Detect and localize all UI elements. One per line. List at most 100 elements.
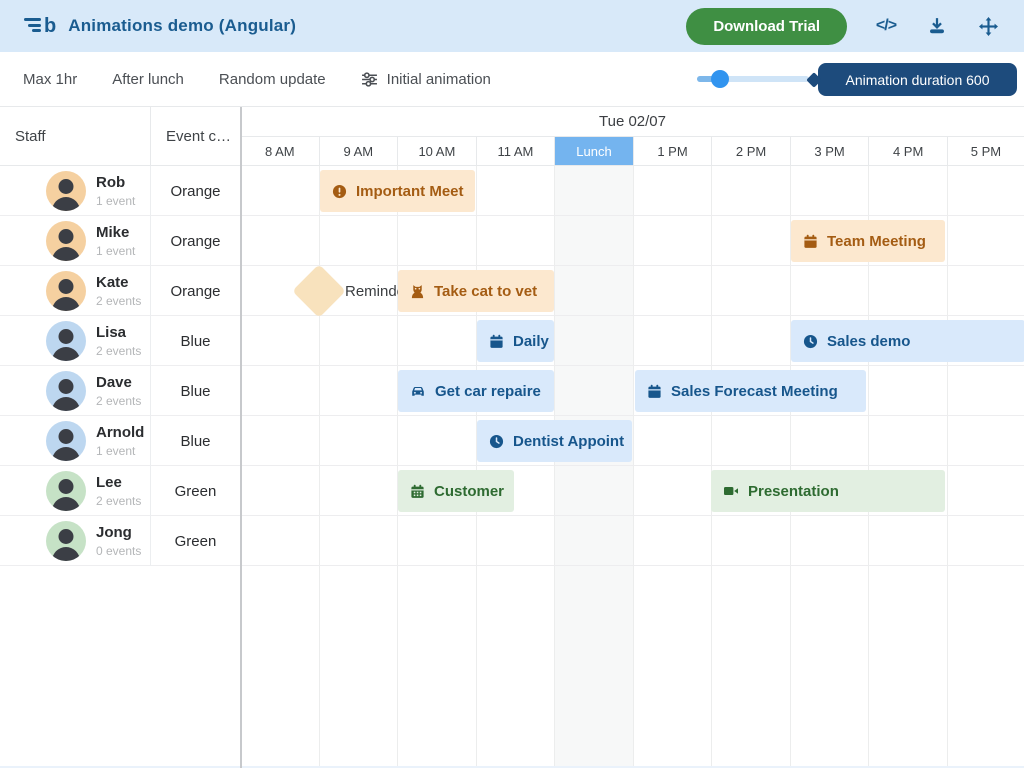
code-icon[interactable]: </> bbox=[875, 17, 897, 34]
time-axis: 8 AM 9 AM 10 AM 11 AM Lunch 1 PM 2 PM 3 … bbox=[241, 137, 1024, 166]
slider-track[interactable] bbox=[697, 76, 809, 82]
time-tick: 8 AM bbox=[241, 137, 320, 165]
after-lunch-button[interactable]: After lunch bbox=[99, 61, 197, 98]
time-tick: 11 AM bbox=[477, 137, 556, 165]
resource-event-count: 2 events bbox=[96, 494, 142, 508]
resource-name: Jong bbox=[96, 524, 132, 541]
avatar bbox=[46, 221, 86, 261]
resource-row-jong[interactable]: Jong 0 events Green bbox=[0, 516, 240, 566]
clock-icon bbox=[489, 434, 504, 448]
animation-duration-slider[interactable] bbox=[697, 70, 809, 88]
resource-event-count: 0 events bbox=[96, 544, 142, 558]
resource-event-count: 1 event bbox=[96, 444, 136, 458]
download-trial-button[interactable]: Download Trial bbox=[686, 7, 847, 45]
resource-row-lisa[interactable]: Lisa 2 events Blue bbox=[0, 316, 240, 366]
resource-event-count: 2 events bbox=[96, 294, 142, 308]
resource-name: Mike bbox=[96, 224, 130, 241]
resource-row-arnold[interactable]: Arnold 1 event Blue bbox=[0, 416, 240, 466]
resource-name: Rob bbox=[96, 174, 126, 191]
event-dentist-appointment[interactable]: Dentist Appoint bbox=[477, 420, 632, 462]
time-tick: 3 PM bbox=[791, 137, 870, 165]
resource-row-mike[interactable]: Mike 1 event Orange bbox=[0, 216, 240, 266]
scheduler-grid: Staff Event c… Rob 1 event Orange Mike 1 e… bbox=[0, 106, 1024, 768]
resource-color-cell: Orange bbox=[150, 166, 240, 216]
resource-event-count: 1 event bbox=[96, 194, 136, 208]
date-header: Tue 02/07 bbox=[241, 107, 1024, 137]
resource-row-kate[interactable]: Kate 2 events Orange bbox=[0, 266, 240, 316]
resource-name: Lee bbox=[96, 474, 122, 491]
resource-color-cell: Blue bbox=[150, 366, 240, 416]
header-actions: Download Trial </> bbox=[686, 7, 1000, 45]
animation-duration-badge: Animation duration 600 bbox=[818, 63, 1017, 96]
avatar bbox=[46, 471, 86, 511]
time-tick: 1 PM bbox=[634, 137, 713, 165]
milestone-reminder[interactable] bbox=[292, 264, 346, 318]
resource-event-count: 1 event bbox=[96, 244, 136, 258]
resource-row-lee[interactable]: Lee 2 events Green bbox=[0, 466, 240, 516]
column-header-event-color[interactable]: Event c… bbox=[150, 107, 240, 166]
resource-list: Rob 1 event Orange Mike 1 event Orange Kat… bbox=[0, 166, 240, 566]
bottom-border bbox=[0, 766, 1024, 768]
schedule-body[interactable]: Reminder Important Meet Team Meeting Tak… bbox=[241, 166, 1024, 768]
resource-color-cell: Green bbox=[150, 516, 240, 566]
app-header: b Animations demo (Angular) Download Tri… bbox=[0, 0, 1024, 52]
avatar bbox=[46, 321, 86, 361]
resource-row-rob[interactable]: Rob 1 event Orange bbox=[0, 166, 240, 216]
calendar-days-icon bbox=[411, 484, 424, 498]
event-sales-forecast-meeting[interactable]: Sales Forecast Meeting bbox=[635, 370, 866, 412]
initial-animation-button[interactable]: Initial animation bbox=[348, 61, 504, 98]
video-icon bbox=[724, 487, 738, 495]
logo-letter: b bbox=[44, 15, 57, 37]
logo-bars-icon bbox=[24, 18, 41, 36]
resource-event-count: 2 events bbox=[96, 344, 142, 358]
resource-name: Dave bbox=[96, 374, 132, 391]
resource-name: Arnold bbox=[96, 424, 145, 441]
resource-color-cell: Green bbox=[150, 466, 240, 516]
lunch-column-shade bbox=[554, 166, 633, 768]
page-title: Animations demo (Angular) bbox=[68, 16, 297, 35]
move-icon[interactable] bbox=[976, 14, 1000, 38]
avatar bbox=[46, 421, 86, 461]
resource-color-cell: Orange bbox=[150, 266, 240, 316]
event-team-meeting[interactable]: Team Meeting bbox=[791, 220, 945, 262]
column-header-staff[interactable]: Staff bbox=[15, 128, 46, 145]
avatar bbox=[46, 171, 86, 211]
time-tick: 10 AM bbox=[398, 137, 477, 165]
milestone-label: Reminder bbox=[345, 282, 411, 300]
event-sales-demo[interactable]: Sales demo bbox=[791, 320, 1024, 362]
bryntum-logo: b bbox=[24, 16, 56, 36]
car-icon bbox=[412, 386, 424, 396]
calendar-icon bbox=[648, 384, 661, 398]
time-tick: 2 PM bbox=[712, 137, 791, 165]
cat-icon bbox=[411, 284, 424, 298]
grid-header-left: Staff Event c… bbox=[0, 107, 240, 166]
event-important-meet[interactable]: Important Meet bbox=[320, 170, 475, 212]
clock-icon bbox=[803, 334, 818, 348]
resource-name: Kate bbox=[96, 274, 129, 291]
time-tick: 9 AM bbox=[320, 137, 399, 165]
resource-name: Lisa bbox=[96, 324, 127, 341]
resource-event-count: 2 events bbox=[96, 394, 142, 408]
event-take-cat-to-vet[interactable]: Take cat to vet bbox=[398, 270, 554, 312]
event-customer[interactable]: Customer bbox=[398, 470, 514, 512]
avatar bbox=[46, 521, 86, 561]
resource-row-dave[interactable]: Dave 2 events Blue bbox=[0, 366, 240, 416]
download-icon[interactable] bbox=[925, 14, 949, 38]
calendar-icon bbox=[490, 334, 503, 348]
initial-animation-label: Initial animation bbox=[386, 70, 491, 88]
timeline-header: Tue 02/07 8 AM 9 AM 10 AM 11 AM Lunch 1 … bbox=[241, 107, 1024, 166]
calendar-icon bbox=[804, 234, 817, 248]
exclamation-circle-icon bbox=[332, 184, 347, 198]
random-update-button[interactable]: Random update bbox=[206, 61, 339, 98]
resource-color-cell: Orange bbox=[150, 216, 240, 266]
avatar bbox=[46, 271, 86, 311]
event-daily[interactable]: Daily bbox=[477, 320, 554, 362]
slider-thumb[interactable] bbox=[711, 70, 729, 88]
event-presentation[interactable]: Presentation bbox=[711, 470, 945, 512]
grid-splitter[interactable] bbox=[240, 107, 242, 768]
time-tick: 5 PM bbox=[970, 143, 1002, 159]
max-1hr-button[interactable]: Max 1hr bbox=[10, 61, 90, 98]
event-get-car-repaired[interactable]: Get car repaire bbox=[398, 370, 554, 412]
time-tick-lunch: Lunch bbox=[555, 137, 634, 165]
